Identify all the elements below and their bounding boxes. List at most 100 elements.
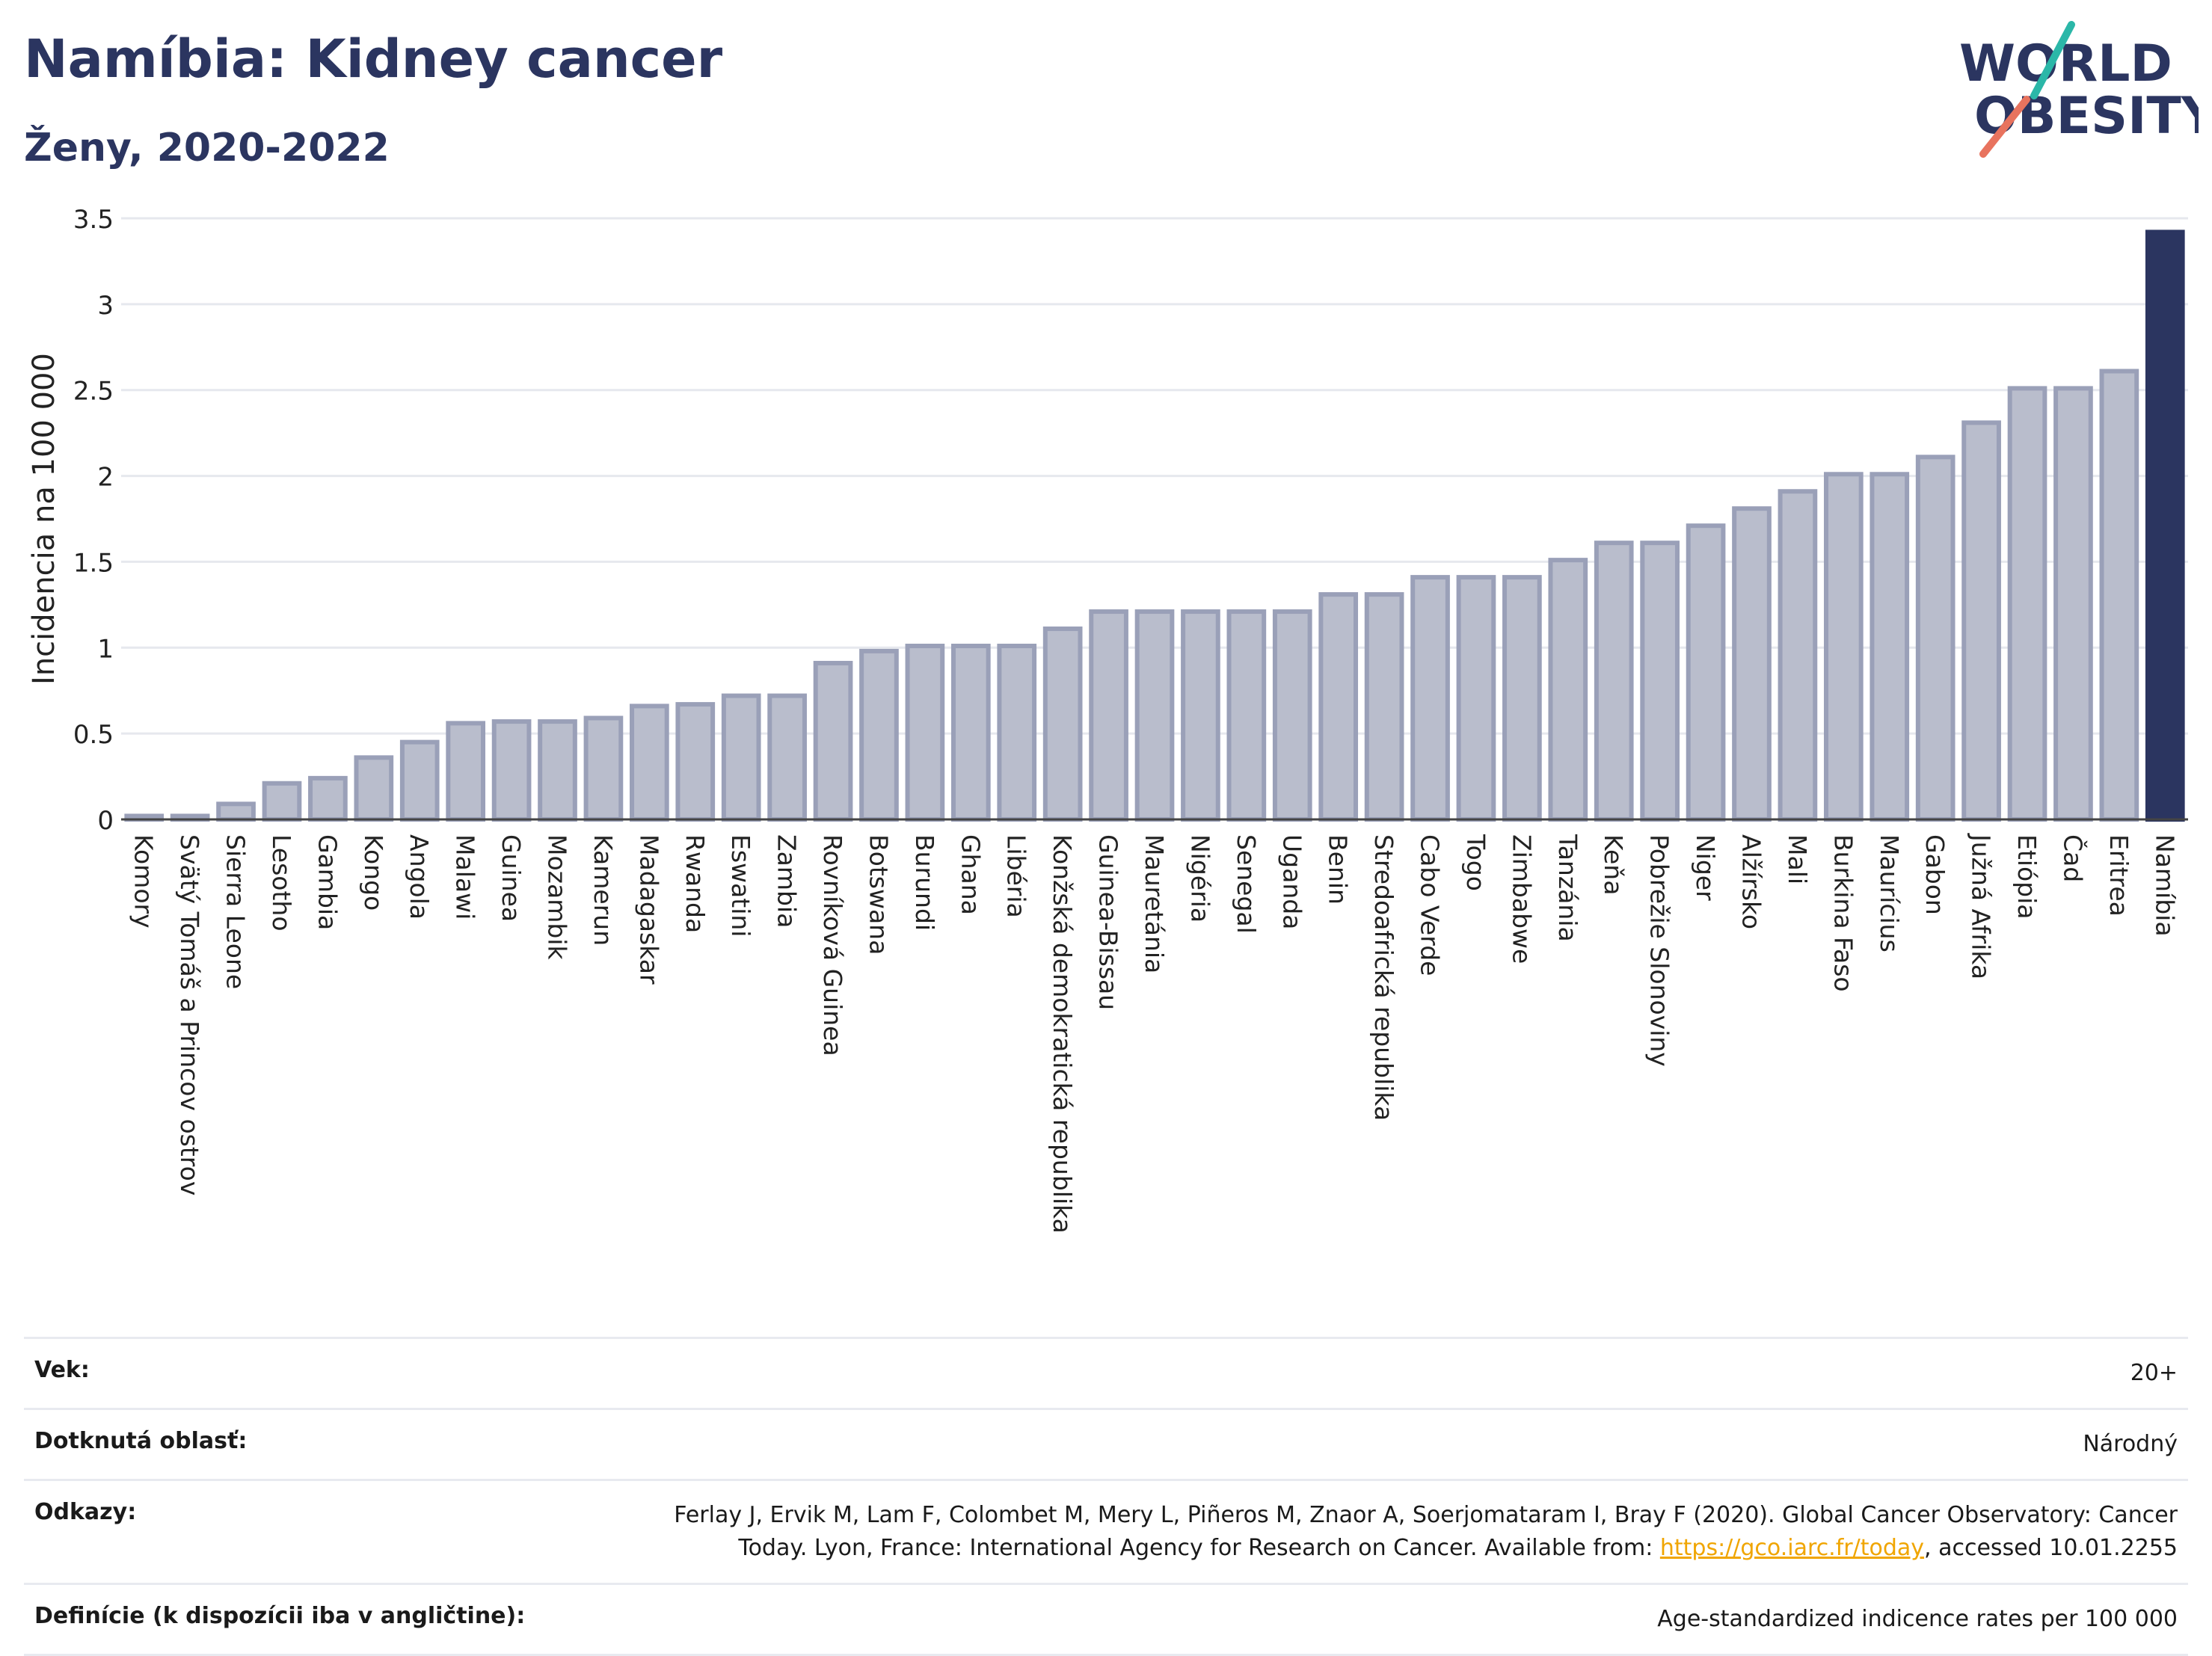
bar-malawi[interactable]: [446, 721, 486, 822]
bar-burundi[interactable]: [905, 643, 945, 822]
x-tick-label: Mauretánia: [1140, 834, 1169, 973]
references-value: Ferlay J, Ervik M, Lam F, Colombet M, Me…: [643, 1480, 2188, 1584]
bar-lesotho[interactable]: [262, 781, 302, 822]
bar-guinea[interactable]: [491, 719, 532, 822]
x-tick-label: Gambia: [313, 834, 342, 930]
x-tick-label: Svätý Tomáš a Princov ostrov: [175, 834, 204, 1195]
bar-eritrea[interactable]: [2099, 369, 2139, 822]
bar-benin[interactable]: [1318, 592, 1359, 822]
bar-sierra-leone[interactable]: [216, 801, 256, 822]
x-tick-label: Zambia: [772, 834, 802, 928]
x-tick-label: Namíbia: [2150, 834, 2179, 937]
references-label: Odkazy:: [34, 1499, 137, 1525]
x-tick-label: Komory: [129, 834, 159, 929]
x-tick-label: Senegal: [1232, 834, 1261, 934]
bar-maurícius[interactable]: [1870, 472, 1910, 822]
chart-title: Namíbia: Kidney cancer: [24, 28, 723, 90]
bars: [124, 230, 2185, 822]
bar-zambia[interactable]: [767, 693, 807, 822]
x-tick-label: Alžírsko: [1736, 834, 1766, 929]
y-tick-label: 2.5: [73, 377, 114, 407]
bar-niger[interactable]: [1686, 523, 1726, 822]
x-tick-label: Botswana: [864, 834, 893, 955]
x-tick-label: Eritrea: [2104, 834, 2133, 917]
x-tick-label: Niger: [1691, 834, 1720, 901]
bar-mali[interactable]: [1778, 489, 1818, 822]
bar-cabo-verde[interactable]: [1410, 575, 1450, 822]
x-tick-label: Guinea-Bissau: [1094, 834, 1123, 1010]
age-label: Vek:: [34, 1357, 90, 1383]
bar-nigéria[interactable]: [1181, 609, 1220, 822]
bar-kamerun[interactable]: [583, 715, 624, 822]
bar-južná-afrika[interactable]: [1961, 420, 2001, 822]
bar-zimbabwe[interactable]: [1502, 575, 1542, 822]
x-tick-label: Togo: [1461, 834, 1490, 891]
y-tick-label: 1.5: [73, 548, 114, 578]
chart-subtitle: Ženy, 2020-2022: [24, 126, 390, 170]
x-tick-label: Sierra Leone: [221, 834, 251, 989]
x-tick-label: Guinea: [497, 834, 526, 922]
bar-burkina-faso[interactable]: [1823, 472, 1864, 822]
x-tick-label: Zimbabwe: [1507, 834, 1536, 964]
x-tick-label: Stredoafrická republika: [1369, 834, 1398, 1121]
bar-konžská-demokratická-republika[interactable]: [1042, 627, 1083, 822]
x-tick-label: Cabo Verde: [1416, 834, 1445, 976]
bar-pobrežie-slonoviny[interactable]: [1640, 541, 1680, 822]
y-tick-label: 3: [97, 291, 114, 321]
y-axis-label: Incidencia na 100 000: [27, 353, 61, 685]
bar-madagaskar[interactable]: [630, 704, 669, 822]
x-tick-label: Kongo: [359, 834, 388, 911]
x-tick-label: Mali: [1783, 834, 1812, 884]
svg-text:OBESITY: OBESITY: [1974, 87, 2199, 146]
bar-alžírsko[interactable]: [1732, 506, 1772, 822]
bar-stredoafrická-republika[interactable]: [1364, 592, 1404, 822]
x-tick-label: Kamerun: [589, 834, 618, 946]
bar-uganda[interactable]: [1272, 609, 1312, 822]
bar-gabon[interactable]: [1915, 455, 1956, 822]
x-tick-label: Konžská demokratická republika: [1048, 834, 1077, 1234]
bar-senegal[interactable]: [1226, 609, 1267, 822]
y-tick-label: 1: [97, 634, 114, 664]
x-tick-label: Keňa: [1599, 834, 1628, 895]
x-tick-label: Libéria: [1002, 834, 1031, 918]
references-text: Ferlay J, Ervik M, Lam F, Colombet M, Me…: [674, 1502, 2178, 1561]
x-tick-label: Rovníková Guinea: [818, 834, 847, 1056]
bar-botswana[interactable]: [859, 648, 899, 822]
x-tick-label: Gabon: [1920, 834, 1950, 915]
x-tick-label: Madagaskar: [634, 834, 663, 985]
references-link[interactable]: https://gco.iarc.fr/today: [1659, 1535, 1925, 1561]
world-obesity-logo: WORLD OBESITY: [1959, 21, 2199, 158]
bar-rovníková-guinea[interactable]: [813, 660, 853, 822]
bar-etiópia[interactable]: [2007, 386, 2047, 822]
y-tick-label: 0: [97, 806, 114, 836]
bar-kongo[interactable]: [354, 755, 394, 822]
bar-keňa[interactable]: [1594, 541, 1634, 822]
bar-libéria[interactable]: [997, 643, 1037, 822]
bar-eswatini[interactable]: [721, 693, 761, 822]
bar-rwanda[interactable]: [675, 702, 716, 822]
info-table: Vek: 20+ Dotknutá oblasť: Národný Odkazy…: [24, 1337, 2188, 1656]
x-tick-label: Eswatini: [726, 834, 755, 937]
bar-gambia[interactable]: [308, 775, 348, 822]
area-label: Dotknutá oblasť:: [34, 1428, 248, 1454]
bar-mozambik[interactable]: [538, 719, 577, 822]
y-tick-label: 0.5: [73, 720, 114, 750]
bar-tanzánia[interactable]: [1548, 558, 1588, 822]
bar-angola[interactable]: [399, 739, 440, 822]
x-tick-label: Malawi: [451, 834, 480, 920]
x-tick-label: Mozambik: [543, 834, 572, 960]
x-tick-label: Burkina Faso: [1828, 834, 1858, 992]
bar-togo[interactable]: [1456, 575, 1496, 822]
bar-čad[interactable]: [2053, 386, 2093, 822]
x-tick-label: Južná Afrika: [1967, 833, 1996, 979]
x-tick-label: Uganda: [1277, 834, 1306, 929]
bar-namíbia[interactable]: [2145, 230, 2185, 822]
x-tick-label: Pobrežie Slonoviny: [1645, 834, 1674, 1067]
x-tick-label: Tanzánia: [1553, 834, 1582, 942]
bar-ghana[interactable]: [950, 643, 991, 822]
x-tick-label: Lesotho: [267, 834, 296, 932]
bar-mauretánia[interactable]: [1134, 609, 1175, 822]
bar-guinea-bissau[interactable]: [1089, 609, 1128, 822]
y-tick-label: 2: [97, 463, 114, 493]
definitions-value: Age-standardized indicence rates per 100…: [1657, 1606, 2178, 1632]
